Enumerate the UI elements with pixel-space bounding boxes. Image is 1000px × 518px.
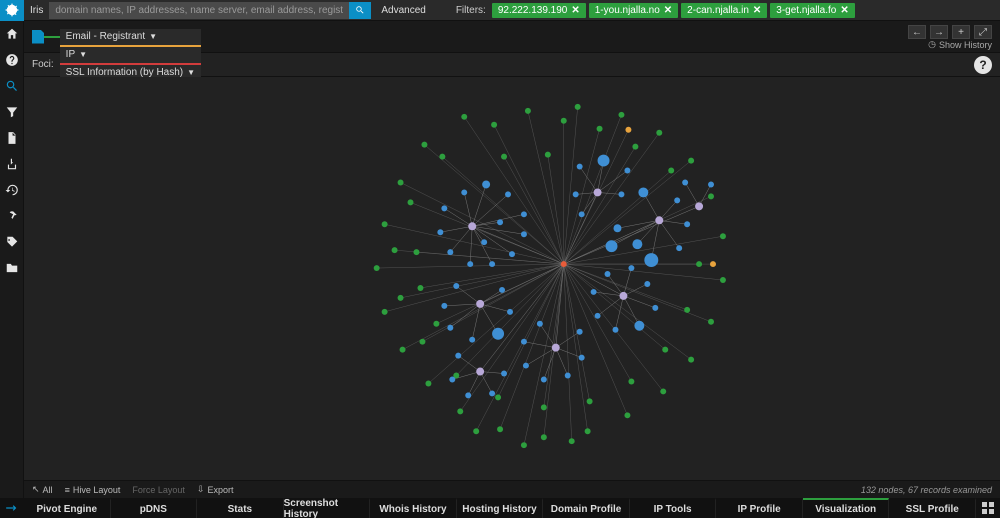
search-input[interactable] [49,2,349,19]
chevron-down-icon: ▼ [79,50,87,59]
advanced-link[interactable]: Advanced [371,5,435,16]
main-area: ← → + ⤢ ◷ Show History Foci: Email - Reg… [24,21,1000,498]
filter-pill[interactable]: 3-get.njalla.fo ✕ [770,3,854,18]
sidebar [0,21,24,498]
tab-visualization[interactable]: Visualization [803,498,890,518]
tab-ip-profile[interactable]: IP Profile [716,498,803,518]
tab-stats[interactable]: Stats [197,498,284,518]
close-icon[interactable]: ✕ [664,5,672,16]
chevron-down-icon: ▼ [187,68,195,77]
pointer-icon: ↖ [32,484,40,495]
foci-dd-label: Email - Registrant [66,31,145,42]
filter-pill[interactable]: 2-can.njalla.in ✕ [681,3,767,18]
tab-pivot-engine[interactable]: Pivot Engine [24,498,111,518]
status-text: 132 nodes, 67 records examined [861,485,992,495]
tab-domain-profile[interactable]: Domain Profile [543,498,630,518]
tab-whois-history[interactable]: Whois History [370,498,457,518]
home-icon[interactable] [0,25,24,43]
foci-label: Foci: [32,59,54,70]
hive-label: Hive Layout [73,485,121,495]
filter-pills: 92.222.139.190✕1-you.njalla.no✕2-can.nja… [492,3,858,18]
tab-hosting-history[interactable]: Hosting History [457,498,544,518]
tab-grid-button[interactable] [976,498,1000,518]
app-name: Iris [24,5,49,16]
help-icon[interactable]: ? [974,56,992,74]
search-icon[interactable] [0,77,24,95]
select-all-toggle[interactable]: ↖ All [32,484,53,495]
force-layout-toggle[interactable]: Force Layout [132,485,185,495]
filter-pill[interactable]: 1-you.njalla.no ✕ [589,3,678,18]
filter-pill[interactable]: 92.222.139.190✕ [492,3,586,18]
force-label: Force Layout [132,485,185,495]
folder-icon[interactable] [0,259,24,277]
foci-row: Foci: Email - Registrant▼IP▼SSL Informat… [24,53,1000,77]
export-label: Export [207,485,233,495]
close-icon[interactable]: ✕ [840,5,848,16]
tab-ip-tools[interactable]: IP Tools [630,498,717,518]
history-fwd-button[interactable]: → [930,25,948,39]
tags-icon[interactable] [0,233,24,251]
history-icon[interactable] [0,181,24,199]
search-button[interactable] [349,2,371,19]
show-history-label: Show History [939,40,992,50]
show-history-toggle[interactable]: ◷ Show History [928,39,992,50]
tab-screenshot-history[interactable]: Screenshot History [284,498,371,518]
history-add-button[interactable]: + [952,25,970,39]
foci-dd-label: IP [66,49,75,60]
document-icon[interactable] [0,129,24,147]
all-label: All [43,485,53,495]
share-icon[interactable] [0,155,24,173]
foci-dropdown[interactable]: Email - Registrant ▼ [60,29,201,47]
tab-bar: Pivot EnginepDNSStatsScreenshot HistoryW… [0,498,1000,518]
export-icon: ⇩ [197,484,205,495]
logo-icon [0,0,24,21]
help-icon[interactable] [0,51,24,69]
crumb-doc-icon[interactable] [32,30,44,44]
filter-pill-label: 1-you.njalla.no [595,5,660,16]
tab-lead-icon[interactable] [0,498,24,518]
chevron-down-icon: ▼ [149,32,157,41]
search-wrap [49,0,371,21]
layout-strip: ↖ All ≡ Hive Layout Force Layout ⇩ Expor… [24,480,1000,498]
history-controls: ← → + ⤢ [908,25,992,39]
tab-pdns[interactable]: pDNS [111,498,198,518]
filter-pill-label: 2-can.njalla.in [687,5,749,16]
graph-canvas[interactable] [24,77,1000,480]
top-bar: Iris Advanced Filters: 92.222.139.190✕1-… [0,0,1000,21]
export-button[interactable]: ⇩ Export [197,484,234,495]
filters-label: Filters: [436,5,492,16]
filter-pill-label: 3-get.njalla.fo [776,5,836,16]
hive-icon: ≡ [65,485,70,495]
history-back-button[interactable]: ← [908,25,926,39]
pinned-icon[interactable] [0,207,24,225]
tab-ssl-profile[interactable]: SSL Profile [889,498,976,518]
close-icon[interactable]: ✕ [753,5,761,16]
history-expand-button[interactable]: ⤢ [974,25,992,39]
filter-icon[interactable] [0,103,24,121]
filter-pill-label: 92.222.139.190 [498,5,568,16]
clock-icon: ◷ [928,39,936,50]
hive-layout-toggle[interactable]: ≡ Hive Layout [65,485,121,495]
foci-dropdown[interactable]: IP ▼ [60,47,201,65]
close-icon[interactable]: ✕ [571,5,579,16]
